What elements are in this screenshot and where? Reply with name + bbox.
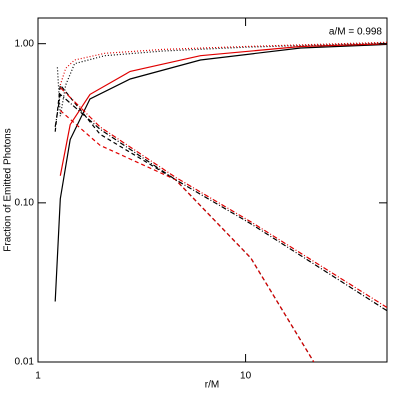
lines: [54, 41, 387, 362]
y-axis-label: Fraction of Emitted Photons: [3, 128, 14, 251]
y-tick-label: 0.01: [15, 357, 35, 368]
series-line: [54, 43, 387, 302]
annotation: a/M = 0.998: [329, 27, 383, 38]
series-line: [59, 41, 387, 86]
series-line: [54, 93, 387, 312]
series-line: [59, 87, 387, 309]
y-tick-label: 1.00: [15, 38, 35, 49]
series-line: [54, 83, 315, 362]
series-line: [59, 110, 315, 362]
x-tick-label: 1: [35, 371, 41, 382]
series-line: [59, 43, 387, 176]
x-tick-label: 10: [240, 371, 252, 382]
plot-frame: [37, 17, 388, 363]
x-axis-label: r/M: [205, 380, 219, 391]
y-tick-label: 0.10: [15, 197, 35, 208]
